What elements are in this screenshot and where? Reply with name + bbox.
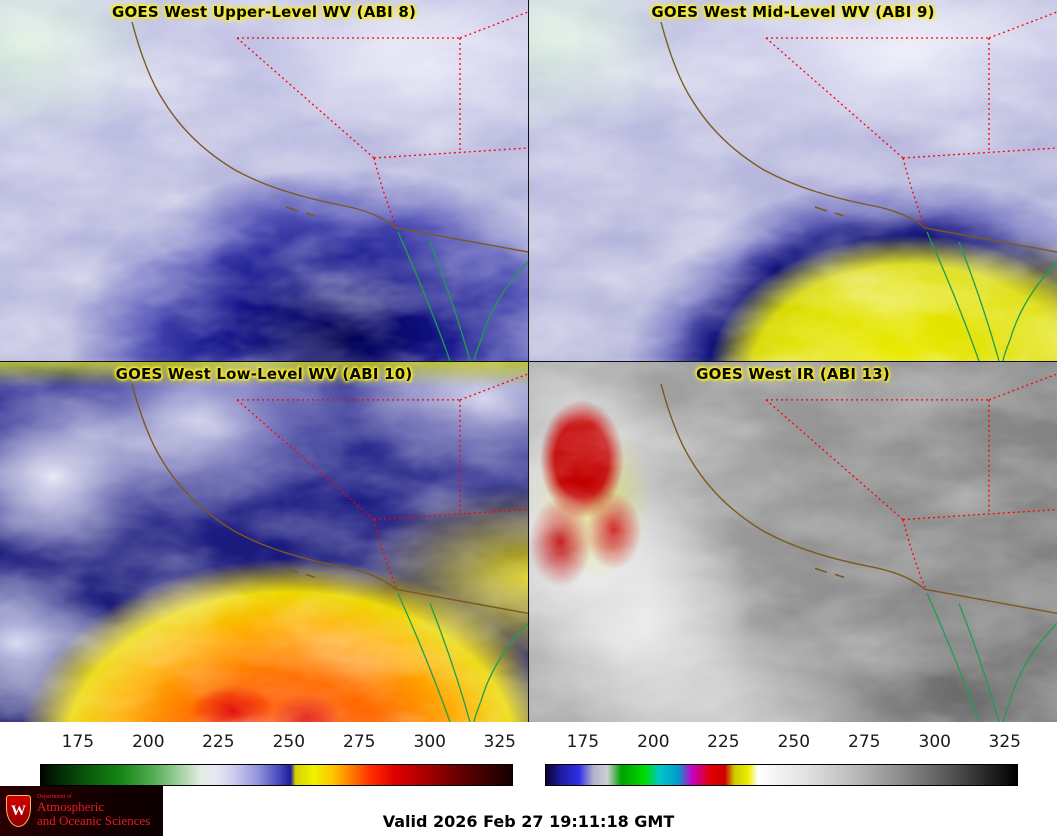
colorbar-tick-label: 225 — [707, 732, 740, 752]
colorbar-ir: 175 200 225 250 275 300 325 — [545, 730, 1021, 794]
colorbar-tick-label: 175 — [61, 732, 95, 752]
panel-upper-level-wv: GOES West Upper-Level WV (ABI 8) — [0, 0, 528, 361]
colorbar-tick-label: 325 — [988, 732, 1021, 752]
logo-text: Department of Atmospheric and Oceanic Sc… — [37, 794, 150, 829]
map-borders-overlay — [660, 11, 1057, 361]
footer: 175 200 225 250 275 300 325 175 200 225 250 275 300… — [0, 722, 1057, 836]
colorbar-tick-label: 175 — [566, 732, 600, 752]
colorbar-wv-gradient — [40, 764, 513, 786]
colorbar-tick-label: 275 — [343, 732, 376, 752]
panel-mid-level-wv: GOES West Mid-Level WV (ABI 9) — [528, 0, 1057, 361]
logo-line1: Atmospheric — [37, 799, 105, 815]
colorbar-tick-label: 250 — [272, 732, 306, 752]
valid-time-label: Valid 2026 Feb 27 19:11:18 GMT — [382, 812, 675, 831]
panel-grid: GOES West Upper-Level WV (ABI 8) GOES We… — [0, 0, 1057, 722]
panel-ir: GOES West IR (ABI 13) — [528, 361, 1057, 722]
cloud-texture-overlay — [0, 0, 528, 361]
panel-low-level-wv: GOES West Low-Level WV (ABI 10) — [0, 361, 528, 722]
uw-aos-logo: W Department of Atmospheric and Oceanic … — [0, 786, 163, 836]
cloud-texture-overlay — [529, 362, 1057, 722]
panel-title-upper-wv: GOES West Upper-Level WV (ABI 8) — [111, 3, 417, 21]
colorbar-tick-label: 300 — [413, 732, 446, 752]
colorbar-tick-label: 275 — [848, 732, 881, 752]
colorbar-tick-label: 225 — [202, 732, 235, 752]
colorbar-tick-label: 200 — [132, 732, 165, 752]
colorbar-tick-label: 200 — [637, 732, 670, 752]
map-borders-overlay — [660, 373, 1057, 722]
logo-line2: and Oceanic Sciences — [37, 813, 151, 829]
colorbar-tick-label: 300 — [918, 732, 951, 752]
map-borders-overlay — [131, 11, 528, 361]
cloud-texture-overlay — [529, 0, 1057, 361]
colorbar-ir-gradient — [545, 764, 1018, 786]
colorbar-tick-label: 325 — [483, 732, 516, 752]
cloud-texture-overlay — [0, 362, 528, 722]
colorbar-tick-label: 250 — [777, 732, 811, 752]
panel-title-ir: GOES West IR (ABI 13) — [696, 365, 890, 383]
panel-title-low-wv: GOES West Low-Level WV (ABI 10) — [115, 365, 413, 383]
colorbar-wv: 175 200 225 250 275 300 325 — [40, 730, 516, 794]
logo-department-label: Department of — [37, 793, 72, 800]
map-borders-overlay — [131, 373, 528, 722]
panel-title-mid-wv: GOES West Mid-Level WV (ABI 9) — [651, 3, 935, 21]
uw-crest-icon: W — [6, 795, 31, 827]
